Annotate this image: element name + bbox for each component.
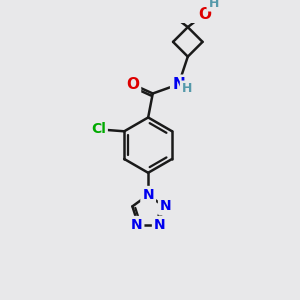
- Text: N: N: [142, 188, 154, 202]
- Text: N: N: [172, 77, 185, 92]
- Text: N: N: [160, 200, 172, 213]
- Text: H: H: [182, 82, 192, 95]
- Text: Cl: Cl: [91, 122, 106, 136]
- Text: O: O: [198, 7, 211, 22]
- Text: O: O: [126, 77, 139, 92]
- Text: N: N: [154, 218, 166, 232]
- Text: H: H: [208, 0, 219, 10]
- Text: N: N: [131, 218, 142, 232]
